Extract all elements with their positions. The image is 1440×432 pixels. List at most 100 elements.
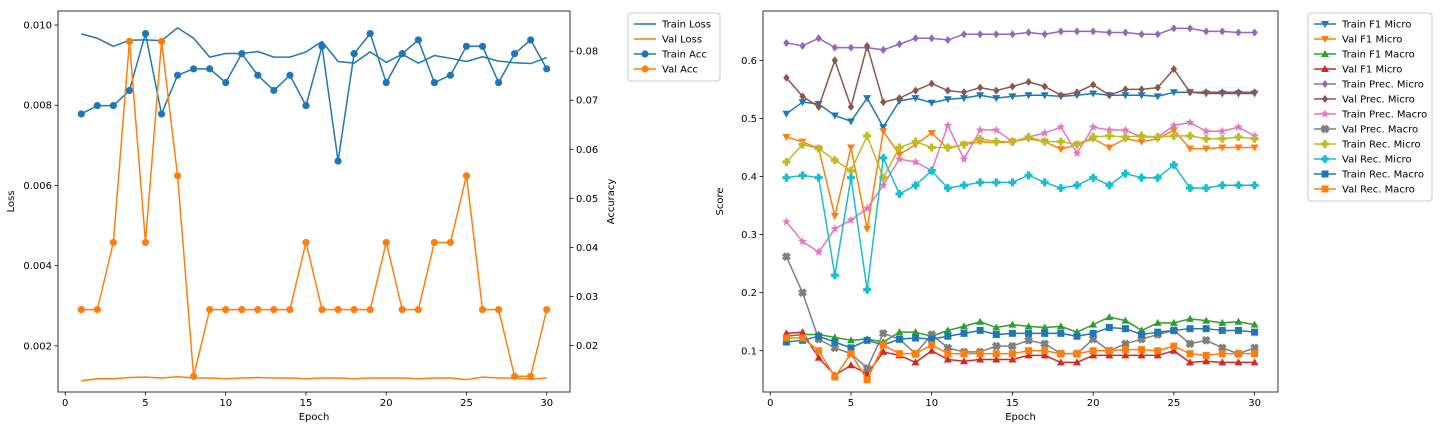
data-point-train-f1-micro (1169, 89, 1178, 97)
data-point-val-prec-macro (830, 343, 840, 353)
y2-axis-label: Accuracy (606, 179, 617, 225)
data-point-train-prec-macro (782, 217, 791, 226)
data-point-val-prec-micro (799, 92, 806, 101)
data-point-train-acc (286, 71, 294, 79)
data-point-val-f1-micro (1186, 358, 1195, 366)
x-tick-label: 20 (380, 398, 393, 409)
data-point-train-rec-macro (1154, 328, 1162, 336)
legend-entry-val-f1-micro: Val F1 Micro (1314, 35, 1402, 46)
data-point-train-rec-macro (1218, 326, 1226, 334)
data-point-val-acc (125, 37, 134, 46)
legend-label: Train Acc (661, 50, 707, 61)
data-point-train-rec-macro (912, 334, 920, 342)
legend-label: Train Loss (661, 20, 711, 31)
data-point-train-rec-micro (782, 158, 791, 167)
data-point-train-f1-macro (976, 317, 985, 325)
data-point-train-acc (527, 36, 535, 44)
data-point-val-prec-macro (1024, 335, 1033, 345)
data-point-val-rec-macro (1218, 350, 1226, 358)
data-point-train-f1-macro (1234, 317, 1243, 325)
data-point-train-rec-micro (798, 140, 807, 149)
data-point-train-rec-macro (895, 335, 903, 343)
y2-tick-label: 0.06 (576, 145, 598, 156)
data-point-val-acc (109, 238, 117, 247)
data-point-train-prec-micro (799, 41, 806, 50)
data-point-val-prec-micro (783, 73, 790, 82)
data-point-val-prec-macro (1250, 343, 1259, 353)
data-point-val-acc (350, 306, 358, 314)
data-point-val-rec-micro (992, 178, 1001, 187)
data-point-val-acc (382, 238, 390, 247)
data-point-val-f1-micro (846, 144, 855, 152)
data-point-train-prec-macro (911, 157, 920, 166)
data-point-val-f1-micro (863, 225, 872, 233)
data-point-train-prec-micro (928, 34, 935, 43)
y-axis-label: Loss (6, 191, 17, 213)
data-point-val-rec-micro (879, 153, 888, 162)
legend-entry-val-prec-macro: Val Prec. Macro (1314, 125, 1418, 136)
data-point-train-f1-macro (1089, 320, 1098, 328)
data-point-val-f1-micro (1250, 358, 1259, 366)
data-point-train-rec-micro (976, 134, 985, 143)
data-point-train-prec-micro (1089, 27, 1097, 36)
series-val-prec-micro (783, 41, 1258, 111)
data-point-val-rec-micro (1218, 181, 1227, 190)
y-tick-label: 0.5 (741, 114, 757, 125)
data-point-val-f1-micro (1202, 357, 1211, 365)
data-point-val-rec-micro (1056, 184, 1065, 193)
data-point-train-f1-macro (1169, 318, 1178, 326)
data-point-train-prec-micro (1138, 30, 1145, 39)
legend-marker (1321, 36, 1329, 43)
data-point-train-prec-micro (1009, 30, 1016, 39)
legend-marker (641, 50, 649, 58)
legend-marker (641, 65, 649, 73)
series-line-train-prec-micro (786, 27, 1255, 51)
data-point-val-rec-macro (1138, 346, 1146, 354)
data-point-val-acc (446, 238, 455, 247)
data-point-val-acc (414, 306, 422, 314)
legend-marker (1321, 140, 1329, 148)
data-point-train-prec-micro (1106, 28, 1113, 37)
data-point-val-acc (462, 172, 471, 180)
data-point-train-rec-micro (879, 173, 888, 182)
data-point-val-rec-micro (1008, 178, 1017, 187)
data-point-train-prec-micro (880, 45, 887, 54)
data-point-val-rec-macro (879, 341, 887, 349)
data-point-train-f1-micro (1137, 92, 1146, 100)
data-point-train-acc (254, 71, 262, 79)
legend-marker (1321, 155, 1329, 163)
data-point-val-rec-micro (1121, 169, 1130, 178)
data-point-train-f1-micro (863, 95, 872, 103)
data-point-train-prec-macro (1234, 122, 1243, 131)
data-point-train-prec-macro (1088, 122, 1098, 131)
data-point-train-prec-macro (959, 154, 969, 163)
data-point-train-f1-macro (1153, 318, 1162, 326)
data-point-train-acc (414, 36, 422, 44)
data-point-val-prec-macro (1201, 335, 1211, 345)
data-point-train-acc (382, 78, 390, 87)
data-point-val-prec-micro (863, 41, 871, 50)
legend-label: Val Rec. Macro (1342, 185, 1415, 196)
data-point-train-f1-micro (830, 112, 839, 120)
data-point-val-rec-micro (1234, 181, 1243, 190)
y-axis-label: Score (715, 187, 726, 215)
data-point-train-rec-micro (863, 131, 872, 140)
data-point-train-prec-macro (1185, 117, 1195, 127)
data-point-train-acc (318, 42, 326, 50)
legend-entry-val-f1-micro: Val F1 Micro (1314, 65, 1402, 76)
legend-marker (1320, 109, 1330, 118)
data-point-train-acc (334, 157, 342, 165)
data-point-train-prec-micro (1025, 28, 1032, 37)
data-point-train-prec-macro (1201, 126, 1211, 135)
plot-area (77, 27, 551, 382)
data-point-val-acc (206, 306, 214, 314)
data-point-val-acc (190, 372, 198, 380)
data-point-val-prec-micro (1138, 85, 1145, 94)
data-point-val-rec-macro (1154, 347, 1162, 355)
data-point-val-rec-macro (1089, 347, 1097, 355)
data-point-train-f1-macro (1008, 320, 1017, 328)
legend-marker (1320, 124, 1330, 134)
legend-label: Val Prec. Macro (1342, 125, 1418, 136)
x-tick-label: 30 (1248, 398, 1261, 409)
data-point-val-f1-micro (1056, 146, 1065, 154)
